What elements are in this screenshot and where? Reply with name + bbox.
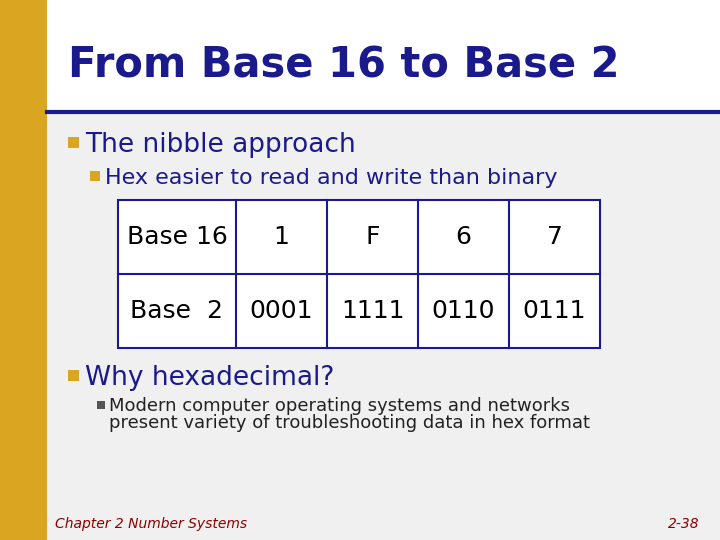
Text: 1111: 1111: [341, 299, 404, 323]
Bar: [68, 370, 79, 381]
Bar: [90, 171, 100, 181]
Text: 0110: 0110: [432, 299, 495, 323]
Text: Base 16: Base 16: [127, 225, 228, 249]
Bar: [118, 200, 600, 348]
Text: From Base 16 to Base 2: From Base 16 to Base 2: [68, 44, 619, 86]
Text: Base  2: Base 2: [130, 299, 223, 323]
Text: Chapter 2 Number Systems: Chapter 2 Number Systems: [55, 517, 247, 531]
Text: The nibble approach: The nibble approach: [85, 132, 356, 158]
Text: Hex easier to read and write than binary: Hex easier to read and write than binary: [105, 168, 557, 188]
Bar: [47, 112, 720, 540]
Bar: [47, 0, 720, 112]
Bar: [0, 0, 47, 540]
Text: Why hexadecimal?: Why hexadecimal?: [85, 365, 334, 391]
Bar: [68, 137, 79, 148]
Bar: [118, 200, 600, 348]
Text: 1: 1: [274, 225, 289, 249]
Text: 2-38: 2-38: [668, 517, 700, 531]
Bar: [97, 401, 105, 409]
Text: 0001: 0001: [250, 299, 313, 323]
Text: 0111: 0111: [523, 299, 586, 323]
Text: Modern computer operating systems and networks: Modern computer operating systems and ne…: [109, 397, 570, 415]
Text: present variety of troubleshooting data in hex format: present variety of troubleshooting data …: [109, 414, 590, 432]
Text: F: F: [365, 225, 379, 249]
Text: 6: 6: [456, 225, 472, 249]
Text: 7: 7: [546, 225, 562, 249]
